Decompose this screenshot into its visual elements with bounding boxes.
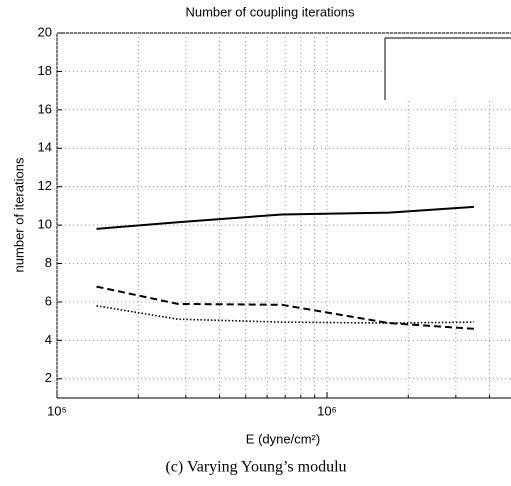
y-tick-label: 12: [38, 178, 52, 193]
y-tick-label: 10: [38, 217, 52, 232]
x-axis-label: E (dyne/cm²): [246, 431, 320, 446]
y-tick-label: 4: [45, 332, 52, 347]
series-line: [96, 285, 474, 330]
y-tick-label: 16: [38, 101, 52, 116]
y-tick-label: 2: [45, 370, 52, 385]
caption: (c) Varying Young’s modulu: [165, 459, 346, 476]
x-tick-label: 10⁵: [47, 403, 67, 418]
legend-box: [384, 37, 511, 100]
y-tick-label: 8: [45, 255, 52, 270]
x-tick-label: 10⁶: [317, 403, 337, 418]
y-tick-label: 6: [45, 293, 52, 308]
chart-title: Number of coupling iterations: [185, 4, 355, 19]
series-line: [96, 205, 474, 230]
y-tick-label: 20: [38, 24, 52, 39]
y-axis-label: number of iterations: [11, 157, 26, 272]
series-line: [96, 305, 474, 324]
y-tick-label: 14: [38, 140, 52, 155]
y-tick-label: 18: [38, 63, 52, 78]
